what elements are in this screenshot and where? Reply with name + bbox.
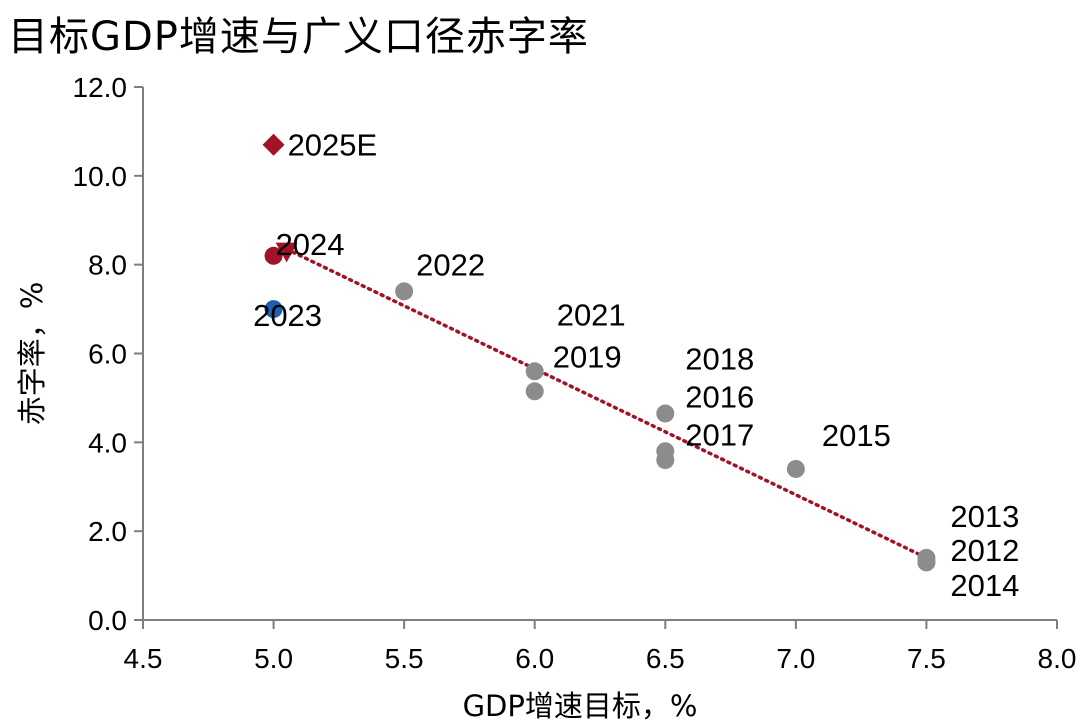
x-tick-label: 7.0: [776, 643, 815, 674]
data-point-2019: [525, 382, 544, 401]
point-label-2021: 2021: [557, 297, 626, 332]
point-label-2023: 2023: [253, 298, 322, 333]
point-label-2015: 2015: [822, 418, 891, 453]
x-tick-label: 6.0: [515, 643, 554, 674]
data-point-2014: [917, 553, 936, 572]
point-label-2022: 2022: [416, 247, 485, 282]
point-label-2014: 2014: [950, 568, 1019, 603]
data-point-2016: [656, 404, 675, 423]
y-tick-label: 2.0: [88, 516, 127, 547]
point-label-2018: 2018: [685, 341, 754, 376]
trend-line: [284, 247, 929, 560]
y-tick-label: 10.0: [73, 161, 128, 192]
chart-title: 目标GDP增速与广义口径赤字率: [8, 14, 589, 60]
point-label-2013: 2013: [950, 499, 1019, 534]
point-label-2016: 2016: [685, 379, 754, 414]
point-label-2025E: 2025E: [288, 128, 378, 163]
data-point-2018: [656, 451, 675, 470]
x-tick-label: 6.5: [646, 643, 685, 674]
data-point-2015: [786, 459, 805, 478]
x-axis-label: GDP增速目标，%: [463, 689, 698, 723]
point-label-2019: 2019: [553, 339, 622, 374]
data-point-2025E: [262, 133, 285, 156]
data-point-2021: [525, 362, 544, 381]
x-tick-label: 5.5: [385, 643, 424, 674]
x-tick-label: 4.5: [124, 643, 163, 674]
y-tick-label: 6.0: [88, 339, 127, 370]
y-tick-label: 4.0: [88, 427, 127, 458]
x-tick-label: 5.0: [254, 643, 293, 674]
point-label-2012: 2012: [950, 533, 1019, 568]
data-point-2022: [395, 282, 414, 301]
data-point-2024: [264, 246, 283, 265]
y-tick-label: 8.0: [88, 250, 127, 281]
data-point-triangle: [275, 242, 298, 263]
point-label-2024: 2024: [276, 227, 345, 262]
y-axis-label: 赤字率，%: [15, 282, 49, 426]
point-label-2017: 2017: [685, 417, 754, 452]
x-tick-label: 7.5: [907, 643, 946, 674]
y-tick-label: 0.0: [88, 605, 127, 636]
y-tick-label: 12.0: [73, 72, 128, 103]
data-point-2023: [264, 300, 283, 319]
x-tick-label: 8.0: [1038, 643, 1077, 674]
